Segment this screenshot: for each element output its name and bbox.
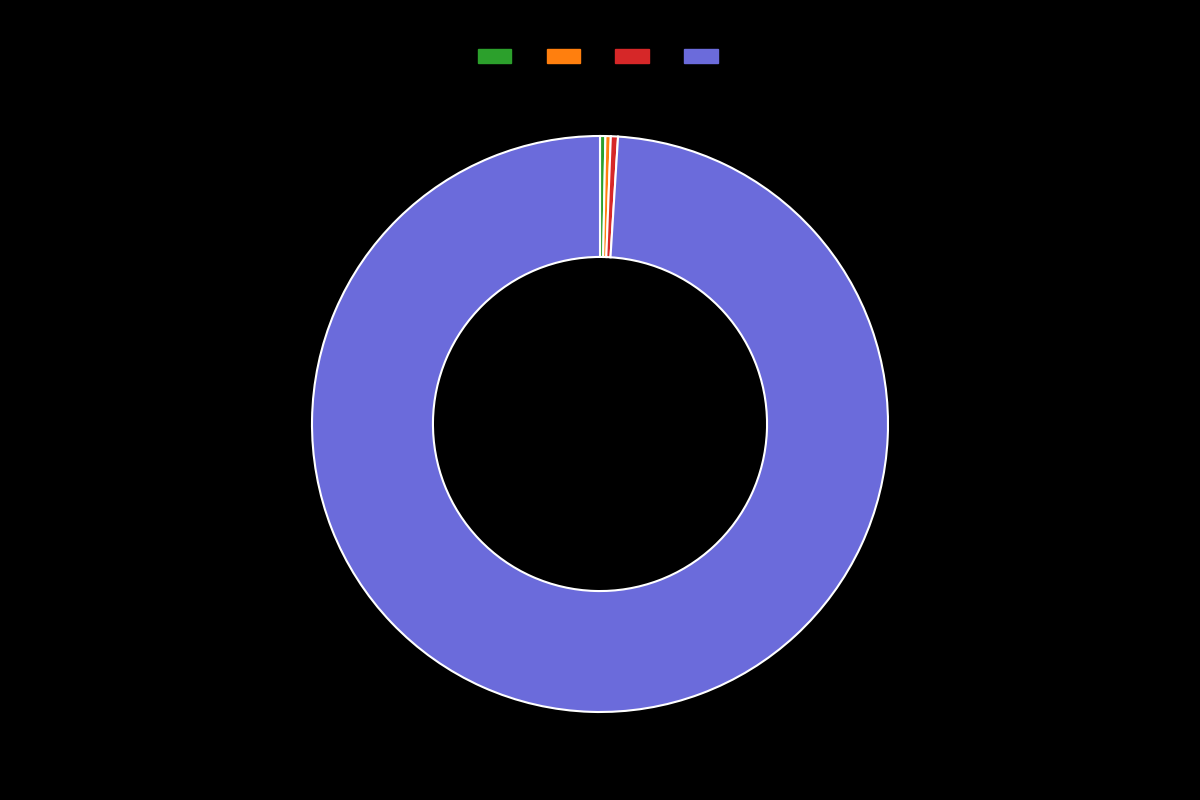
Wedge shape [312, 136, 888, 712]
Wedge shape [600, 136, 606, 257]
Legend: , , , : , , , [472, 43, 728, 70]
Wedge shape [606, 136, 618, 258]
Wedge shape [604, 136, 611, 257]
